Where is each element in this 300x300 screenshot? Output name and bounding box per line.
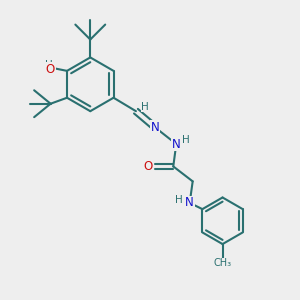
Text: H: H xyxy=(182,135,190,146)
Text: H: H xyxy=(45,61,52,70)
Text: CH₃: CH₃ xyxy=(214,259,232,269)
Text: H: H xyxy=(176,195,183,205)
Text: O: O xyxy=(143,160,152,173)
Text: N: N xyxy=(185,196,194,209)
Text: N: N xyxy=(151,121,160,134)
Text: N: N xyxy=(172,137,181,151)
Text: O: O xyxy=(46,63,55,76)
Text: H: H xyxy=(141,102,149,112)
